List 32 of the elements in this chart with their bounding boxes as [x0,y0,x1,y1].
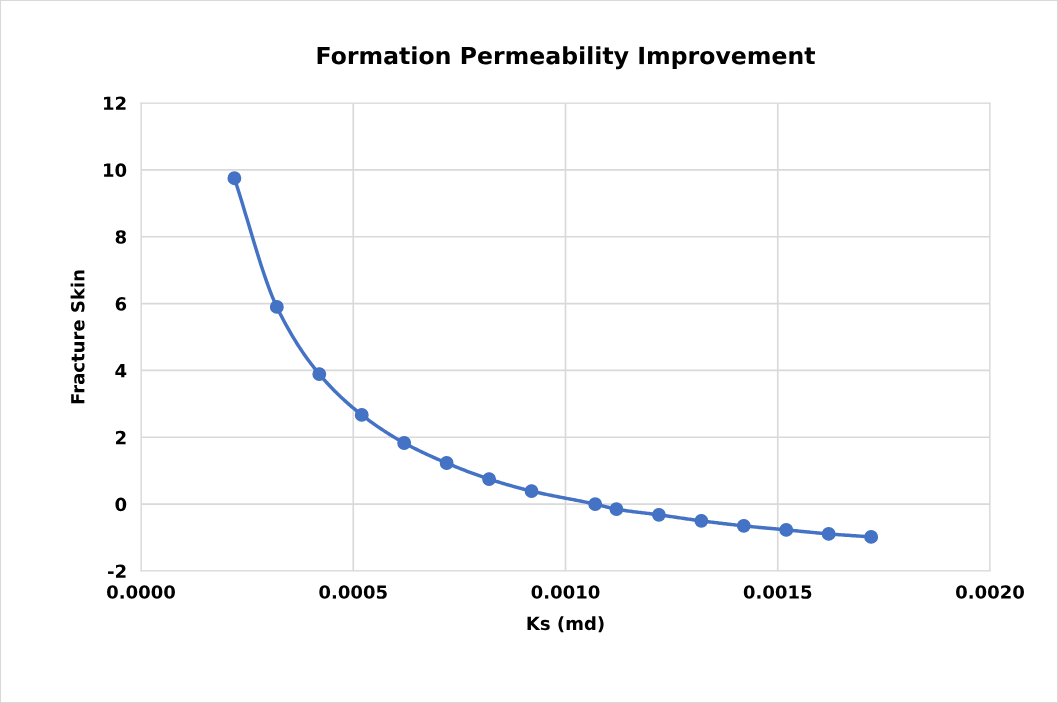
point [354,407,369,422]
chart-title: Formation Permeability Improvement [317,46,815,70]
x-tick-label: 0.0000 [107,585,175,599]
point [227,171,242,186]
y-tick-label: 0 [115,497,127,512]
y-tick-label: -2 [108,564,126,578]
point [524,484,539,499]
point [397,436,412,450]
y-tick-label: 10 [104,163,127,177]
y-axis-title: Fracture Skin [70,270,85,404]
x-axis-title: Ks (md) [527,616,604,633]
point [588,497,603,512]
x-tick-label: 0.0020 [956,585,1024,599]
point [694,513,709,528]
point [312,367,327,382]
point [609,502,624,517]
point [821,526,836,541]
point [439,456,454,470]
x-tick-label: 0.0010 [531,585,600,599]
y-tick-label: 12 [104,96,126,110]
x-tick-label: 0.0005 [319,585,387,599]
y-tick-label: 4 [115,364,127,378]
y-tick-label: 2 [115,430,126,445]
x-tick-label: 0.0015 [743,585,812,599]
point [269,299,284,314]
y-tick-label: 6 [115,297,127,311]
point [736,518,751,533]
point [864,529,879,544]
point [482,472,497,487]
point [779,522,794,537]
y-tick-label: 8 [115,230,126,244]
point [651,507,666,522]
